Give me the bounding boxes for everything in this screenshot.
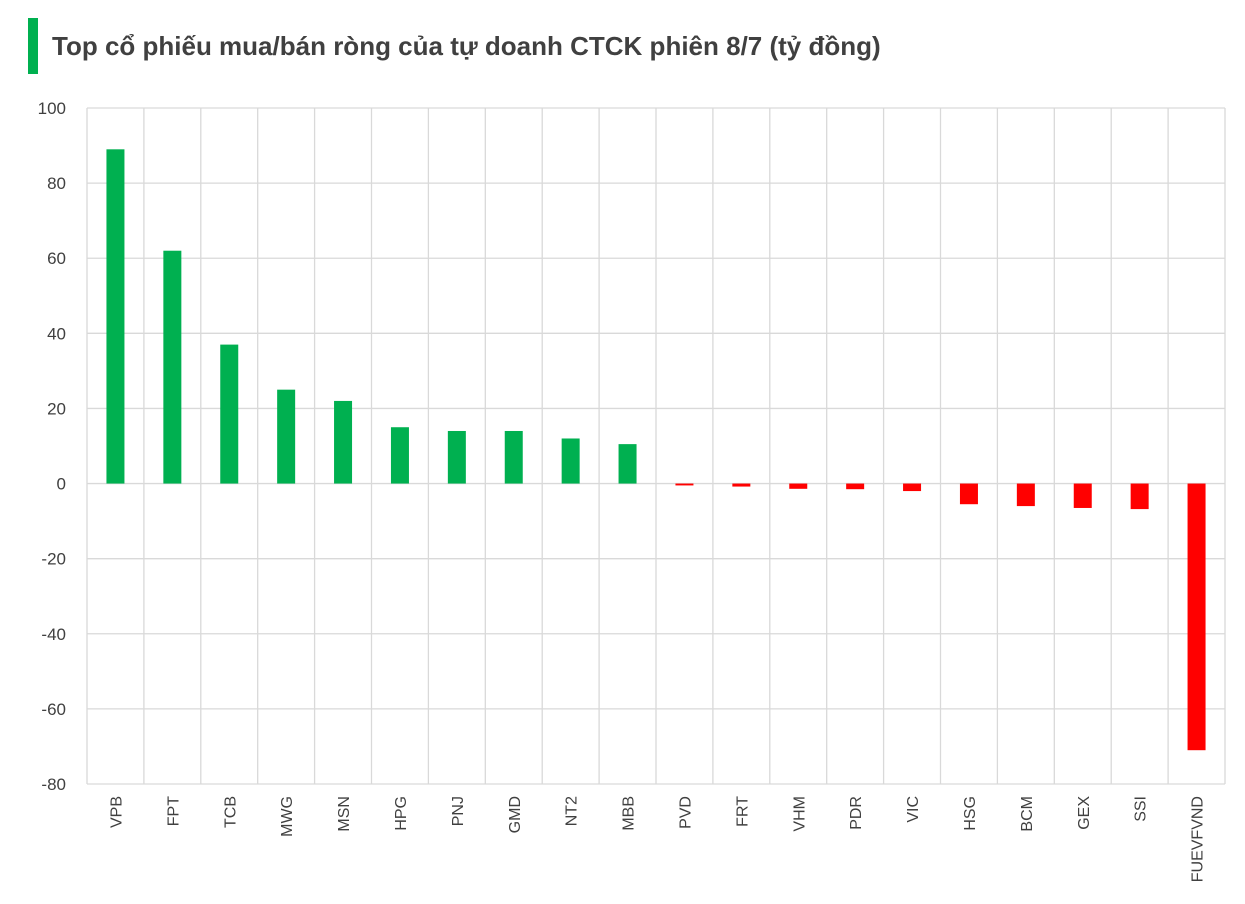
x-tick-label: FRT xyxy=(734,796,751,827)
x-tick-label: FPT xyxy=(165,796,182,826)
bars-layer xyxy=(106,149,1206,751)
bar-bcm xyxy=(1016,483,1035,507)
y-tick-label: -40 xyxy=(41,625,66,644)
bar-mbb xyxy=(618,444,637,484)
bar-nt2 xyxy=(561,438,580,484)
x-tick-label: VHM xyxy=(791,796,808,832)
x-tick-label: FUEVFVND xyxy=(1190,796,1207,882)
x-tick-label: MWG xyxy=(279,796,296,837)
bar-vhm xyxy=(789,483,808,489)
x-tick-label: NT2 xyxy=(564,796,581,826)
y-axis: 100 80 60 40 20 0 -20 -40 -60 -80 xyxy=(38,99,66,794)
y-tick-label: -60 xyxy=(41,700,66,719)
x-tick-label: HSG xyxy=(962,796,979,831)
title-accent-bar xyxy=(28,18,38,74)
y-tick-label: 100 xyxy=(38,99,66,118)
grid-layer xyxy=(86,107,1226,785)
x-tick-label: PDR xyxy=(848,796,865,830)
x-tick-label: TCB xyxy=(222,796,239,828)
bar-vpb xyxy=(106,149,125,484)
x-tick-label: MSN xyxy=(336,796,353,832)
bar-pvd xyxy=(675,483,694,486)
y-tick-label: -20 xyxy=(41,550,66,569)
x-tick-label: PVD xyxy=(677,796,694,829)
bar-hpg xyxy=(390,427,409,484)
bar-pdr xyxy=(846,483,865,490)
bar-fuevfvnd xyxy=(1187,483,1206,751)
y-tick-label: 60 xyxy=(47,249,66,268)
bar-gmd xyxy=(504,430,523,484)
x-tick-label: PNJ xyxy=(450,796,467,826)
x-tick-label: MBB xyxy=(621,796,638,831)
bar-fpt xyxy=(163,250,182,484)
x-tick-label: SSI xyxy=(1133,796,1150,822)
bar-mwg xyxy=(277,389,296,484)
bar-vic xyxy=(903,483,922,492)
x-axis: VPB FPT TCB MWG MSN HPG PNJ GMD NT2 MBB PVD FRT VHM P… xyxy=(108,796,1206,883)
bar-hsg xyxy=(959,483,978,505)
chart-title-block: Top cổ phiếu mua/bán ròng của tự doanh C… xyxy=(28,18,881,74)
bar-msn xyxy=(334,400,353,484)
bar-gex xyxy=(1073,483,1092,508)
x-tick-label: HPG xyxy=(393,796,410,831)
bar-tcb xyxy=(220,344,239,484)
y-tick-label: 80 xyxy=(47,174,66,193)
x-tick-label: VIC xyxy=(905,796,922,823)
x-tick-label: BCM xyxy=(1019,796,1036,832)
x-tick-label: GEX xyxy=(1076,796,1093,830)
y-tick-label: -80 xyxy=(41,775,66,794)
y-tick-label: 20 xyxy=(47,399,66,418)
y-tick-label: 40 xyxy=(47,324,66,343)
bar-frt xyxy=(732,483,751,487)
x-tick-label: GMD xyxy=(507,796,524,833)
bar-pnj xyxy=(447,430,466,484)
bar-ssi xyxy=(1130,483,1149,510)
chart-title: Top cổ phiếu mua/bán ròng của tự doanh C… xyxy=(52,30,881,61)
x-tick-label: VPB xyxy=(108,796,125,828)
y-tick-label: 0 xyxy=(57,475,66,494)
